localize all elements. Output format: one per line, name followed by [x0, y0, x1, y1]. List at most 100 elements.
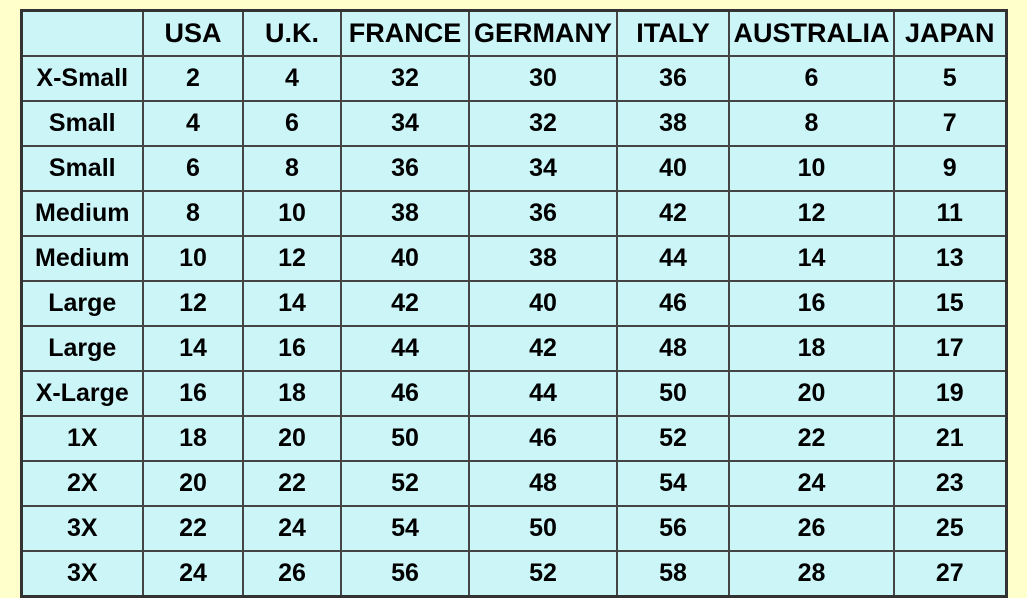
cell-france: 40: [340, 235, 470, 282]
cell-usa: 6: [142, 145, 244, 192]
cell-italy: 36: [616, 55, 730, 102]
cell-australia: 18: [728, 325, 895, 372]
cell-uk: 6: [242, 100, 342, 147]
cell-usa: 8: [142, 190, 244, 237]
cell-france: 56: [340, 550, 470, 598]
cell-france: 32: [340, 55, 470, 102]
cell-italy: 46: [616, 280, 730, 327]
cell-australia: 14: [728, 235, 895, 282]
cell-usa: 20: [142, 460, 244, 507]
table-row: 3X 22 24 54 50 56 26 25: [20, 505, 1007, 552]
header-corner-cell: [20, 9, 144, 57]
cell-italy: 38: [616, 100, 730, 147]
row-label: Large: [20, 325, 144, 372]
column-header-usa: USA: [142, 9, 244, 57]
cell-japan: 13: [893, 235, 1007, 282]
cell-germany: 42: [468, 325, 618, 372]
cell-germany: 32: [468, 100, 618, 147]
table-row: Medium 8 10 38 36 42 12 11: [20, 190, 1007, 237]
cell-italy: 56: [616, 505, 730, 552]
cell-japan: 11: [893, 190, 1007, 237]
cell-uk: 12: [242, 235, 342, 282]
cell-uk: 18: [242, 370, 342, 417]
cell-italy: 44: [616, 235, 730, 282]
cell-germany: 46: [468, 415, 618, 462]
cell-italy: 48: [616, 325, 730, 372]
row-label: Small: [20, 100, 144, 147]
column-header-germany: GERMANY: [468, 9, 618, 57]
cell-germany: 50: [468, 505, 618, 552]
cell-germany: 48: [468, 460, 618, 507]
column-header-japan: JAPAN: [893, 9, 1007, 57]
cell-germany: 36: [468, 190, 618, 237]
cell-australia: 28: [728, 550, 895, 598]
table-row: Medium 10 12 40 38 44 14 13: [20, 235, 1007, 282]
table-header: USA U.K. FRANCE GERMANY ITALY AUSTRALIA …: [20, 9, 1007, 57]
cell-italy: 54: [616, 460, 730, 507]
cell-italy: 50: [616, 370, 730, 417]
cell-france: 54: [340, 505, 470, 552]
cell-australia: 6: [728, 55, 895, 102]
column-header-uk: U.K.: [242, 9, 342, 57]
table-row: 2X 20 22 52 48 54 24 23: [20, 460, 1007, 507]
cell-france: 44: [340, 325, 470, 372]
cell-japan: 17: [893, 325, 1007, 372]
header-row: USA U.K. FRANCE GERMANY ITALY AUSTRALIA …: [20, 9, 1007, 57]
cell-france: 34: [340, 100, 470, 147]
table-body: X-Small 2 4 32 30 36 6 5 Small 4 6 34 32…: [20, 55, 1007, 598]
row-label: 3X: [20, 505, 144, 552]
row-label: Large: [20, 280, 144, 327]
cell-usa: 18: [142, 415, 244, 462]
cell-italy: 58: [616, 550, 730, 598]
cell-japan: 21: [893, 415, 1007, 462]
cell-usa: 12: [142, 280, 244, 327]
cell-uk: 16: [242, 325, 342, 372]
row-label: X-Large: [20, 370, 144, 417]
cell-france: 38: [340, 190, 470, 237]
cell-japan: 9: [893, 145, 1007, 192]
cell-italy: 40: [616, 145, 730, 192]
row-label: Medium: [20, 190, 144, 237]
cell-japan: 5: [893, 55, 1007, 102]
cell-australia: 24: [728, 460, 895, 507]
cell-usa: 22: [142, 505, 244, 552]
cell-uk: 20: [242, 415, 342, 462]
cell-usa: 24: [142, 550, 244, 598]
cell-australia: 12: [728, 190, 895, 237]
cell-italy: 52: [616, 415, 730, 462]
cell-france: 52: [340, 460, 470, 507]
table-row: 1X 18 20 50 46 52 22 21: [20, 415, 1007, 462]
cell-australia: 8: [728, 100, 895, 147]
cell-usa: 10: [142, 235, 244, 282]
cell-japan: 19: [893, 370, 1007, 417]
size-conversion-table: USA U.K. FRANCE GERMANY ITALY AUSTRALIA …: [19, 9, 1008, 598]
cell-australia: 26: [728, 505, 895, 552]
cell-usa: 16: [142, 370, 244, 417]
cell-usa: 2: [142, 55, 244, 102]
cell-france: 50: [340, 415, 470, 462]
table-row: Large 14 16 44 42 48 18 17: [20, 325, 1007, 372]
cell-germany: 52: [468, 550, 618, 598]
cell-germany: 40: [468, 280, 618, 327]
cell-usa: 14: [142, 325, 244, 372]
cell-japan: 27: [893, 550, 1007, 598]
cell-germany: 44: [468, 370, 618, 417]
cell-uk: 22: [242, 460, 342, 507]
column-header-france: FRANCE: [340, 9, 470, 57]
cell-usa: 4: [142, 100, 244, 147]
cell-japan: 7: [893, 100, 1007, 147]
row-label: Medium: [20, 235, 144, 282]
cell-germany: 30: [468, 55, 618, 102]
table-row: 3X 24 26 56 52 58 28 27: [20, 550, 1007, 598]
cell-uk: 24: [242, 505, 342, 552]
cell-uk: 4: [242, 55, 342, 102]
table-row: X-Small 2 4 32 30 36 6 5: [20, 55, 1007, 102]
column-header-italy: ITALY: [616, 9, 730, 57]
cell-italy: 42: [616, 190, 730, 237]
cell-france: 42: [340, 280, 470, 327]
cell-japan: 15: [893, 280, 1007, 327]
cell-uk: 26: [242, 550, 342, 598]
column-header-australia: AUSTRALIA: [728, 9, 895, 57]
cell-uk: 10: [242, 190, 342, 237]
